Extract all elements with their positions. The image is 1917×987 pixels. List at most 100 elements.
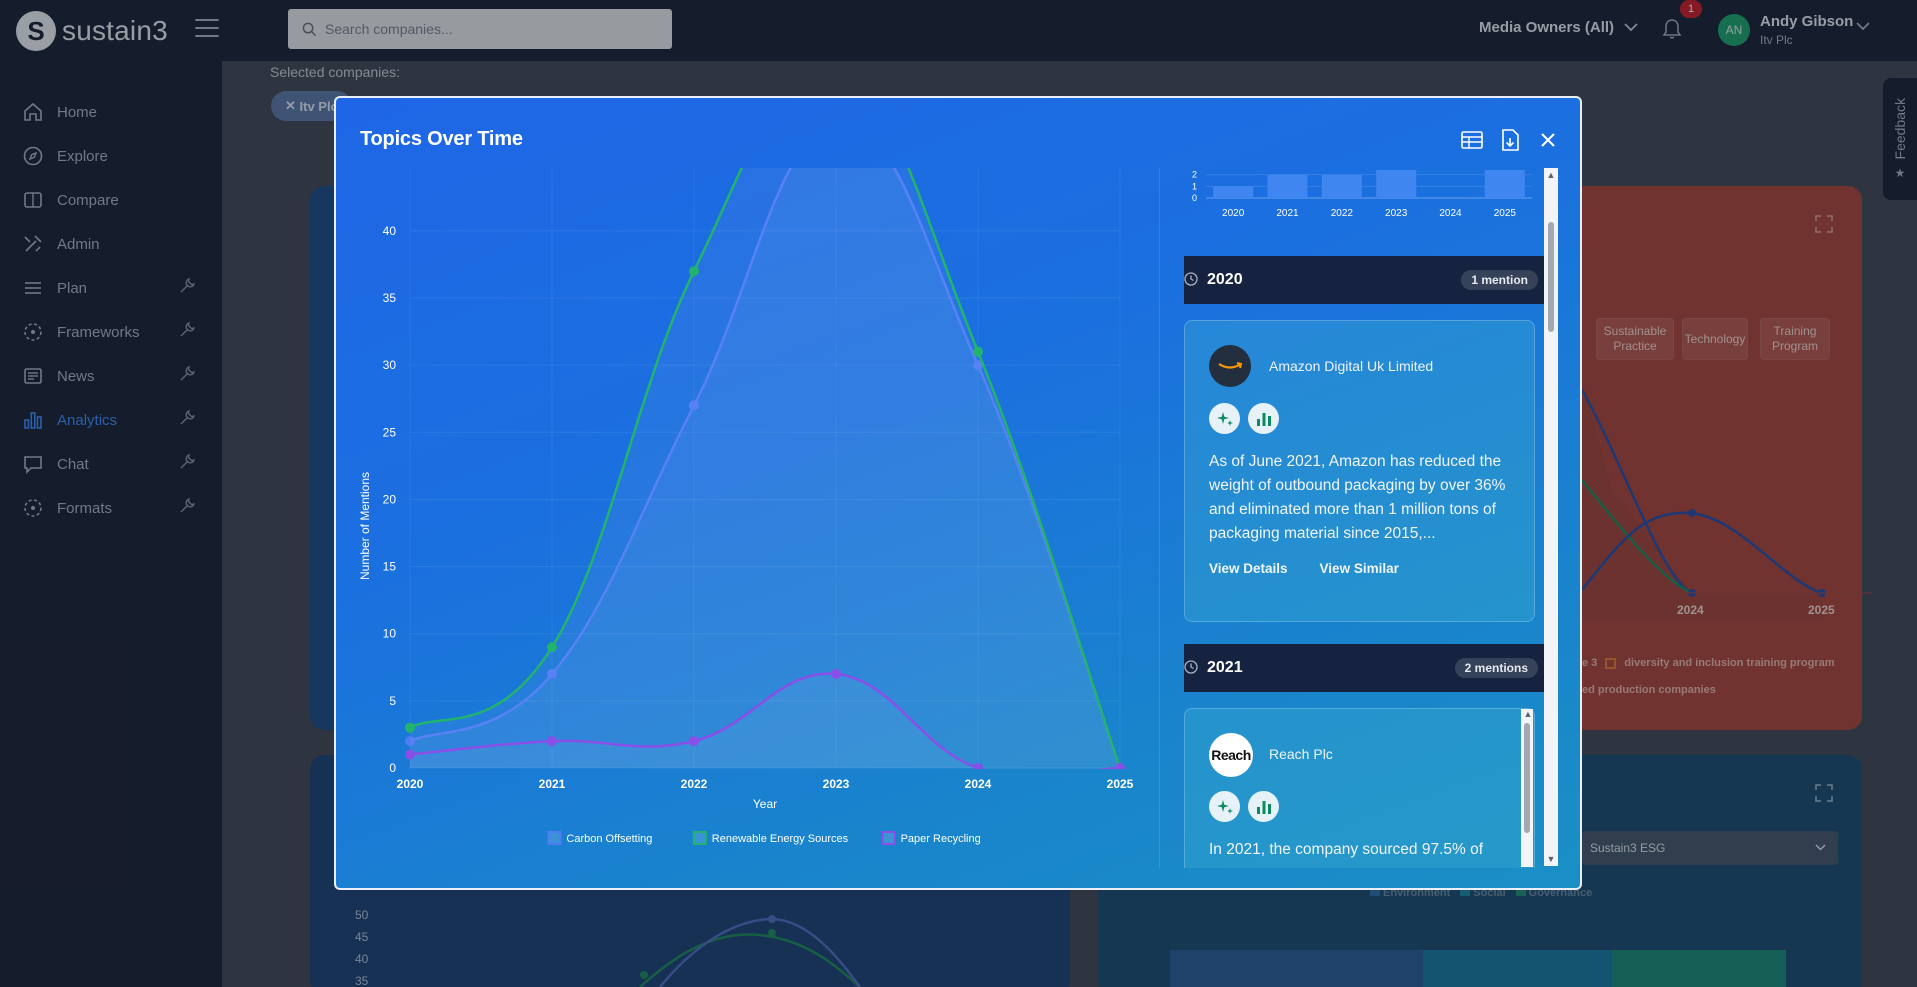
expand-icon[interactable] [1815,784,1833,802]
y-tick-label: 30 [383,358,397,372]
avatar[interactable]: AN [1718,14,1750,46]
media-owners-dropdown[interactable]: Media Owners (All) [1479,19,1638,36]
mini-x-tick: 2024 [1439,208,1462,219]
logo-text: sustain3 [62,15,168,46]
year-header-2020: 2020 1 mention [1184,256,1544,304]
amazon-logo-icon [1218,362,1243,369]
mini-bar[interactable] [1213,186,1254,198]
panel-scrollbar[interactable]: ▲ ▼ [1544,168,1558,866]
sidebar-item-plan[interactable]: Plan [0,270,222,306]
data-point[interactable] [405,736,415,747]
company-name[interactable]: Reach Plc [1269,746,1333,762]
sidebar-item-analytics[interactable]: Analytics [0,402,222,438]
data-point[interactable] [973,360,983,371]
x-axis-label: Year [753,797,777,811]
data-point[interactable] [973,763,983,773]
data-point[interactable] [405,749,415,760]
card-scrollbar[interactable]: ▲ [1521,709,1533,867]
esg-legend-social-label: Social [1473,887,1506,899]
data-point[interactable] [973,346,983,357]
framework-select[interactable]: Sustain3 ESG [1582,831,1838,865]
panel-divider [1159,168,1160,868]
mini-bar[interactable] [1484,170,1525,198]
view-details-link[interactable]: View Details [1209,561,1288,576]
close-button[interactable] [1536,128,1560,152]
view-similar-link[interactable]: View Similar [1319,561,1399,576]
sidebar-item-chat[interactable]: Chat [0,446,222,482]
user-name[interactable]: Andy Gibson [1760,13,1854,30]
sidebar-item-news[interactable]: News [0,358,222,394]
feedback-tab[interactable]: Feedback ★ [1883,78,1917,200]
sidebar-item-label: Compare [57,191,119,209]
mini-bar[interactable] [1376,170,1417,198]
data-point[interactable] [547,642,557,653]
scroll-up-arrow[interactable]: ▲ [1523,709,1533,719]
sidebar-item-home[interactable]: Home [0,94,222,130]
data-point[interactable] [405,722,415,733]
star-icon: ★ [1894,165,1906,180]
data-point[interactable] [1115,763,1125,773]
data-point[interactable] [689,736,699,747]
modal-toolbar [1460,128,1560,152]
sidebar-item-label: Formats [57,499,113,517]
logo[interactable]: S sustain3 [16,11,168,51]
sidebar-item-explore[interactable]: Explore [0,138,222,174]
mention-card: Amazon Digital Uk Limited As of June 202… [1184,320,1535,622]
data-point[interactable] [547,736,557,747]
mini-x-tick: 2022 [1331,208,1354,219]
sidebar-item-formats[interactable]: Formats [0,490,222,526]
legend-item[interactable]: Paper Recycling [881,831,981,845]
hamburger-menu-icon[interactable] [195,19,219,37]
sidebar: Home Explore Compare Admin Plan Frameworks New… [0,61,222,987]
table-view-button[interactable] [1460,128,1484,152]
esg-legend: Environment Social Governance [1370,886,1592,899]
card-action-icons [1209,791,1279,822]
company-logo [1209,345,1251,387]
mention-card: Reach Reach Plc In 2021, the company sou… [1184,708,1535,868]
bell-icon[interactable] [1662,18,1682,40]
compass-icon [22,145,44,167]
card-action-icons [1209,403,1279,434]
mentions-panel: 0 1 2 2020 2021 2022 2023 2024 2025 2020 1 menti… [1184,168,1544,868]
background-tag[interactable]: Technology [1682,318,1748,360]
sidebar-item-frameworks[interactable]: Frameworks [0,314,222,350]
analytics-button[interactable] [1248,403,1279,434]
sidebar-item-label: Admin [57,235,100,253]
bar-chart-icon [22,409,44,431]
panel-scroll-thumb[interactable] [1548,222,1554,332]
mention-count-badge: 2 mentions [1454,658,1538,678]
analytics-button[interactable] [1248,791,1279,822]
stacked-bar-social [1422,950,1613,987]
wrench-icon [178,321,196,344]
data-point[interactable] [547,669,557,679]
background-y-tick: 50 [355,908,369,922]
sparkle-icon [1216,411,1233,426]
search-box[interactable] [288,9,672,49]
year-label: 2020 [1207,271,1243,288]
background-tag[interactable]: Sustainable Practice [1596,318,1674,360]
company-name[interactable]: Amazon Digital Uk Limited [1269,358,1434,374]
scroll-up-arrow[interactable]: ▲ [1546,170,1556,180]
background-tag[interactable]: Training Program [1760,318,1830,360]
search-input[interactable] [325,21,655,37]
download-button[interactable] [1498,128,1522,152]
mini-bar[interactable] [1321,174,1362,198]
background-y-tick: 40 [355,952,369,966]
mini-bar[interactable] [1267,174,1308,198]
legend-item[interactable]: Renewable Energy Sources [692,831,849,845]
background-legend-fragment-2: diversity and inclusion training program [1624,657,1835,669]
legend-item[interactable]: Carbon Offsetting [547,831,652,845]
sidebar-item-compare[interactable]: Compare [0,182,222,218]
ai-sparkle-button[interactable] [1209,403,1240,434]
data-point[interactable] [689,400,699,411]
series-area [410,168,1120,768]
data-point[interactable] [689,266,699,277]
ai-sparkle-button[interactable] [1209,791,1240,822]
card-scroll-thumb[interactable] [1524,723,1530,833]
user-menu-chevron-icon[interactable] [1856,22,1870,31]
data-point[interactable] [831,669,841,679]
scroll-down-arrow[interactable]: ▼ [1546,854,1556,864]
sidebar-item-admin[interactable]: Admin [0,226,222,262]
formats-icon [22,497,44,519]
expand-icon[interactable] [1815,215,1833,233]
